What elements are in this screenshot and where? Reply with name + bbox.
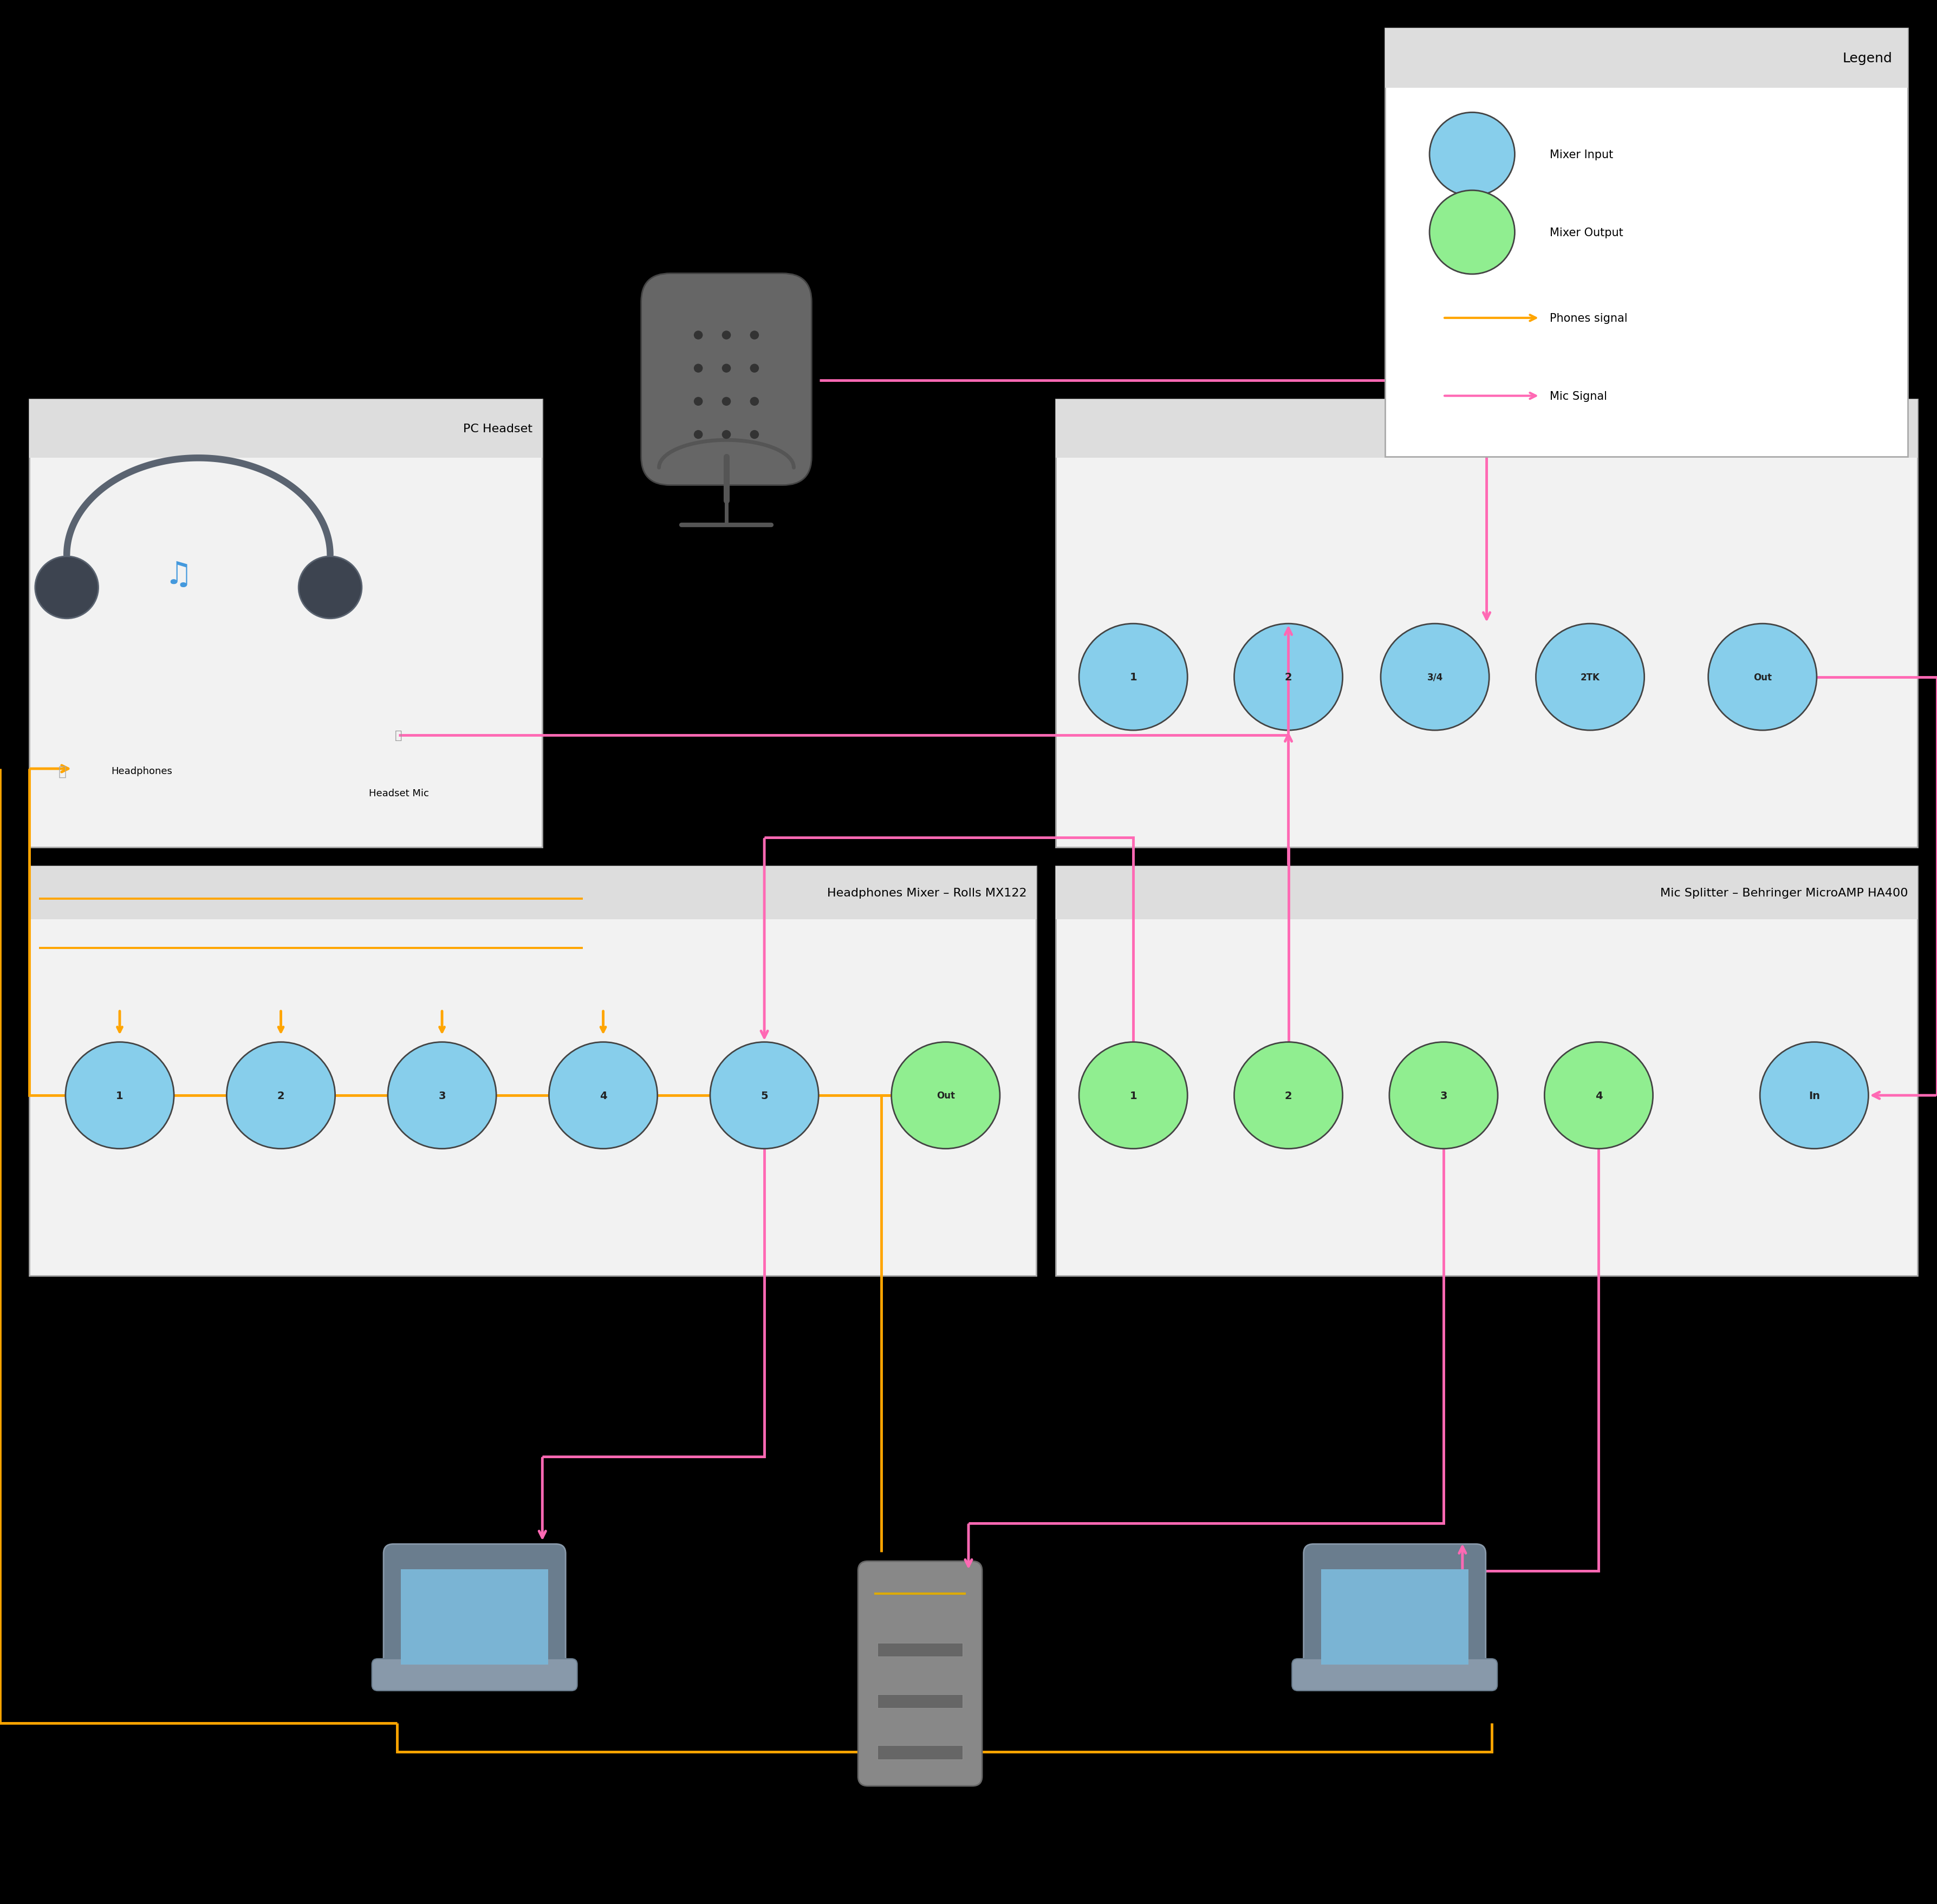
Circle shape <box>387 1041 496 1148</box>
FancyBboxPatch shape <box>877 1746 963 1759</box>
Text: Headset Mic: Headset Mic <box>368 788 428 798</box>
Circle shape <box>1430 112 1515 196</box>
Circle shape <box>1381 625 1490 731</box>
Text: Mixer Output: Mixer Output <box>1550 227 1623 238</box>
Text: Mic Splitter – Behringer MicroAMP HA400: Mic Splitter – Behringer MicroAMP HA400 <box>1660 887 1908 899</box>
Text: 1: 1 <box>1129 672 1137 682</box>
FancyBboxPatch shape <box>1385 29 1908 88</box>
Circle shape <box>891 1041 999 1148</box>
Circle shape <box>693 398 703 406</box>
Text: 5: 5 <box>761 1091 769 1101</box>
FancyBboxPatch shape <box>29 866 1036 1276</box>
Text: 2: 2 <box>1284 1091 1292 1101</box>
Circle shape <box>1079 625 1187 731</box>
Text: Mixer Input: Mixer Input <box>1550 149 1614 160</box>
Circle shape <box>1708 625 1817 731</box>
Text: 🔈: 🔈 <box>58 765 66 777</box>
Circle shape <box>750 364 759 373</box>
Text: 3: 3 <box>438 1091 446 1101</box>
FancyBboxPatch shape <box>858 1561 982 1786</box>
Circle shape <box>750 398 759 406</box>
Circle shape <box>723 398 730 406</box>
FancyBboxPatch shape <box>372 1658 577 1691</box>
Circle shape <box>1544 1041 1652 1148</box>
Circle shape <box>35 556 99 619</box>
FancyBboxPatch shape <box>1056 866 1918 1276</box>
Text: 1: 1 <box>1129 1091 1137 1101</box>
Circle shape <box>723 364 730 373</box>
FancyBboxPatch shape <box>29 400 542 459</box>
Circle shape <box>1079 1041 1187 1148</box>
Circle shape <box>723 430 730 440</box>
Text: 4: 4 <box>599 1091 606 1101</box>
Text: ♫: ♫ <box>165 560 194 590</box>
Text: 🎤: 🎤 <box>395 729 403 741</box>
Text: Headphones Mixer – Rolls MX122: Headphones Mixer – Rolls MX122 <box>827 887 1027 899</box>
Circle shape <box>1761 1041 1869 1148</box>
Text: Out: Out <box>1753 672 1772 682</box>
Text: 2: 2 <box>277 1091 285 1101</box>
Circle shape <box>1234 625 1342 731</box>
Text: Out: Out <box>936 1091 955 1101</box>
Text: 3/4: 3/4 <box>1428 672 1443 682</box>
Circle shape <box>693 430 703 440</box>
Circle shape <box>1389 1041 1497 1148</box>
FancyBboxPatch shape <box>877 1643 963 1656</box>
FancyBboxPatch shape <box>1056 400 1918 459</box>
Circle shape <box>750 331 759 341</box>
Text: Phones signal: Phones signal <box>1550 312 1627 324</box>
FancyBboxPatch shape <box>29 866 1036 920</box>
Text: 1: 1 <box>116 1091 124 1101</box>
FancyBboxPatch shape <box>1321 1569 1468 1664</box>
Circle shape <box>227 1041 335 1148</box>
Text: PC Headset: PC Headset <box>463 423 533 434</box>
FancyBboxPatch shape <box>1304 1544 1486 1677</box>
Text: Legend: Legend <box>1842 51 1892 65</box>
Text: Mic Mixer – Neewer NW02-1A: Mic Mixer – Neewer NW02-1A <box>1730 423 1908 434</box>
Circle shape <box>66 1041 174 1148</box>
FancyBboxPatch shape <box>384 1544 566 1677</box>
Circle shape <box>548 1041 657 1148</box>
Circle shape <box>750 430 759 440</box>
FancyBboxPatch shape <box>401 1569 548 1664</box>
Circle shape <box>723 331 730 341</box>
FancyBboxPatch shape <box>1056 866 1918 920</box>
Text: 3: 3 <box>1439 1091 1447 1101</box>
Circle shape <box>1536 625 1645 731</box>
Text: Mic Signal: Mic Signal <box>1550 390 1608 402</box>
Text: Headphones: Headphones <box>112 765 172 777</box>
FancyBboxPatch shape <box>877 1695 963 1708</box>
Circle shape <box>298 556 362 619</box>
FancyBboxPatch shape <box>1056 400 1918 847</box>
Text: 2: 2 <box>1284 672 1292 682</box>
Text: In: In <box>1809 1091 1821 1101</box>
FancyBboxPatch shape <box>1292 1658 1497 1691</box>
Circle shape <box>711 1041 819 1148</box>
FancyBboxPatch shape <box>1385 29 1908 457</box>
Circle shape <box>693 364 703 373</box>
Circle shape <box>1430 190 1515 274</box>
Circle shape <box>693 331 703 341</box>
FancyBboxPatch shape <box>641 274 812 486</box>
Text: 2TK: 2TK <box>1581 672 1600 682</box>
Circle shape <box>1234 1041 1342 1148</box>
FancyBboxPatch shape <box>29 400 542 847</box>
Text: 4: 4 <box>1594 1091 1602 1101</box>
